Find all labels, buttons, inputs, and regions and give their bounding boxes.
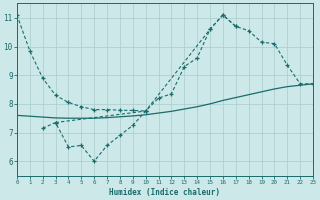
X-axis label: Humidex (Indice chaleur): Humidex (Indice chaleur) [109, 188, 220, 197]
